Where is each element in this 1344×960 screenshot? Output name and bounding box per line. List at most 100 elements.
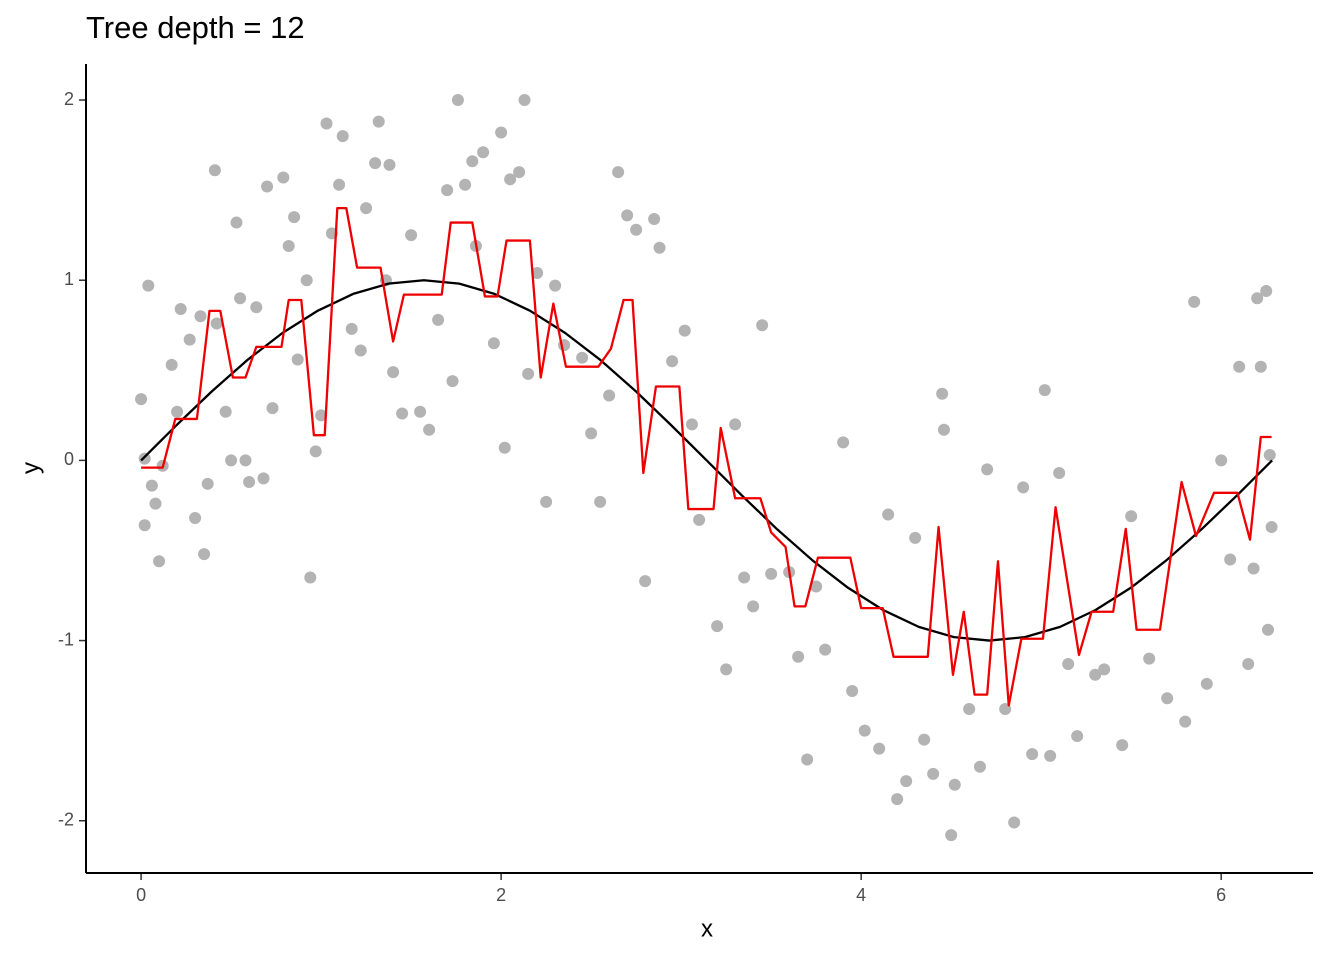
point [630, 223, 643, 236]
point [257, 472, 270, 485]
point [309, 445, 322, 458]
y-tick-label: 2 [64, 89, 74, 109]
point [1125, 510, 1138, 523]
point [153, 555, 166, 568]
point [729, 418, 742, 431]
point [819, 643, 832, 656]
x-tick-label: 2 [496, 885, 506, 905]
point [266, 402, 279, 415]
point [792, 650, 805, 663]
point [765, 567, 778, 580]
point [451, 94, 464, 107]
point [973, 760, 986, 773]
y-tick-label: -2 [58, 809, 74, 829]
point [1224, 553, 1237, 566]
point [720, 663, 733, 676]
point [936, 387, 949, 400]
point [174, 303, 187, 316]
point [234, 292, 247, 305]
point [549, 279, 562, 292]
point [495, 126, 508, 139]
point [243, 476, 256, 489]
point [304, 571, 317, 584]
point [858, 724, 871, 737]
point [1098, 663, 1111, 676]
point [423, 423, 436, 436]
point [1017, 481, 1030, 494]
point [837, 436, 850, 449]
point [531, 267, 544, 280]
point [387, 366, 400, 379]
point [1263, 448, 1276, 461]
point [210, 317, 223, 330]
point [576, 351, 589, 364]
y-axis-label: y [17, 462, 44, 474]
x-tick-label: 4 [856, 885, 866, 905]
point [138, 519, 151, 532]
line [141, 206, 1272, 707]
point [477, 146, 490, 159]
y-tick-label: -1 [58, 629, 74, 649]
point [194, 310, 207, 323]
point [354, 344, 367, 357]
point [522, 367, 535, 380]
point [1071, 730, 1084, 743]
point [504, 173, 517, 186]
point [981, 463, 994, 476]
point [1233, 360, 1246, 373]
point [685, 418, 698, 431]
point [621, 209, 634, 222]
point [277, 171, 290, 184]
chart-title: Tree depth = 12 [86, 10, 305, 45]
point [693, 513, 706, 526]
point [540, 495, 553, 508]
point [345, 322, 358, 335]
point [288, 211, 301, 224]
point [1179, 715, 1192, 728]
y-tick-label: 1 [64, 269, 74, 289]
y-tick-label: 0 [64, 449, 74, 469]
point [219, 405, 232, 418]
point [945, 829, 958, 842]
point [666, 355, 679, 368]
point [909, 531, 922, 544]
point [711, 620, 724, 633]
point [432, 313, 445, 326]
point [441, 184, 454, 197]
point [882, 508, 895, 521]
point [198, 548, 211, 561]
point [1116, 739, 1129, 752]
point [383, 158, 396, 171]
point [612, 166, 625, 179]
point [891, 793, 904, 806]
point [183, 333, 196, 346]
point [1053, 467, 1066, 480]
point [261, 180, 274, 193]
point [603, 389, 616, 402]
point [208, 164, 221, 177]
point [1261, 623, 1274, 636]
point [810, 580, 823, 593]
point [1242, 657, 1255, 670]
point [189, 512, 202, 525]
point [1215, 454, 1228, 467]
point [756, 319, 769, 332]
point [165, 358, 178, 371]
point [1188, 295, 1201, 308]
point [239, 454, 252, 467]
point [498, 441, 511, 454]
x-tick-label: 6 [1216, 885, 1226, 905]
point [1008, 816, 1021, 829]
x-tick-label: 0 [136, 885, 146, 905]
point [250, 301, 263, 314]
point [369, 157, 382, 170]
point [513, 166, 526, 179]
point [1265, 521, 1278, 534]
point [360, 202, 373, 215]
point [396, 407, 409, 420]
point [459, 178, 472, 191]
point [918, 733, 931, 746]
point [145, 479, 158, 492]
point [1062, 657, 1075, 670]
